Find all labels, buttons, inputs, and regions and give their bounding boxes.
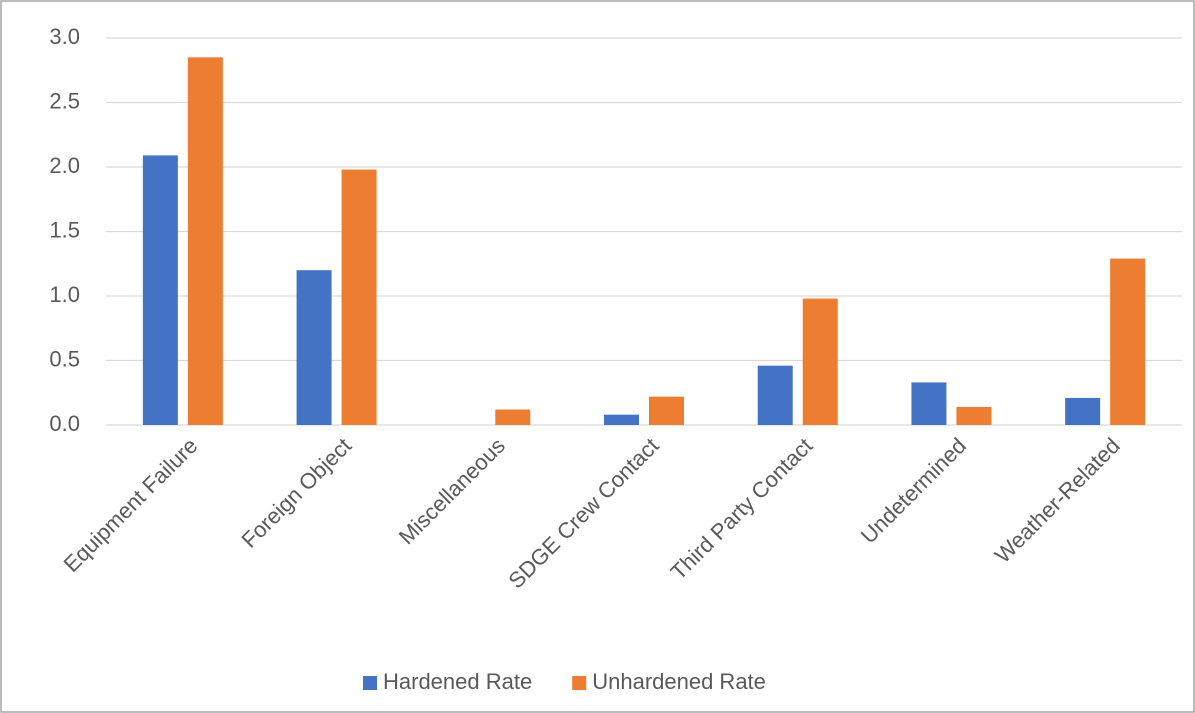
bar (341, 169, 377, 425)
legend-label: Unhardened Rate (592, 669, 766, 694)
bar (757, 365, 793, 425)
bar (604, 414, 639, 425)
bar (802, 298, 838, 425)
bar (495, 409, 531, 425)
bar (649, 396, 684, 425)
bar (1065, 397, 1101, 425)
y-tick-label: 2.5 (49, 88, 80, 113)
y-tick-label: 3.0 (49, 24, 80, 49)
legend-swatch (572, 676, 587, 690)
bar (1110, 258, 1146, 425)
bar (142, 155, 178, 425)
y-tick-label: 1.5 (49, 217, 80, 242)
legend-label: Hardened Rate (383, 669, 532, 694)
bar (187, 57, 223, 425)
y-tick-label: 0.0 (49, 411, 80, 436)
legend-swatch (363, 676, 377, 690)
y-tick-label: 1.0 (49, 282, 80, 307)
bar (911, 382, 947, 425)
bar (296, 270, 332, 425)
y-tick-label: 2.0 (49, 153, 80, 178)
bar (956, 406, 992, 425)
y-tick-label: 0.5 (49, 346, 80, 371)
